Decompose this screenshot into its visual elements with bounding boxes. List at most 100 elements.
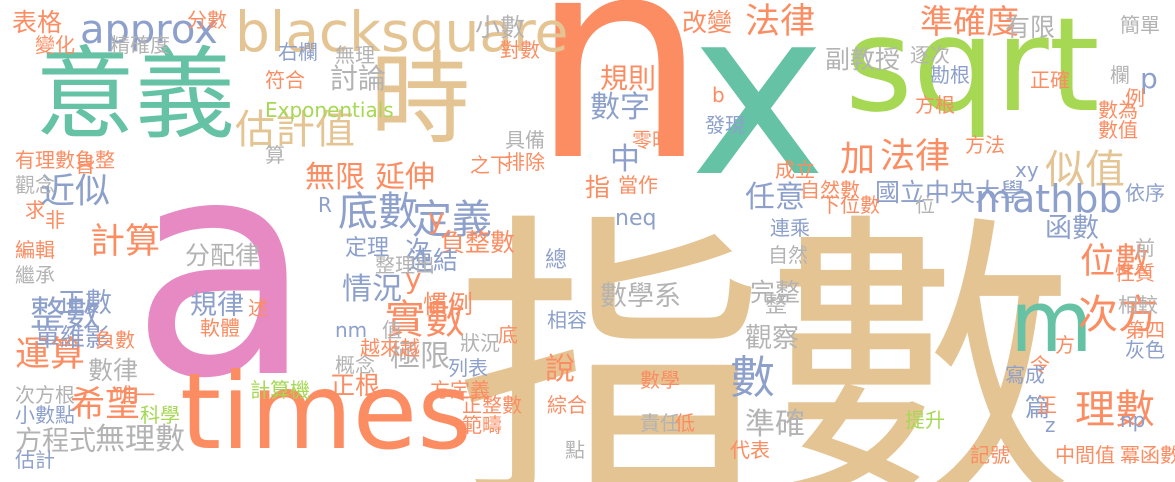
- word: 指: [585, 173, 611, 202]
- word: n: [530, 0, 708, 223]
- word: 加: [840, 140, 876, 180]
- word: 任意: [745, 180, 805, 215]
- word: 具備: [505, 128, 545, 152]
- word: 數字: [590, 90, 650, 125]
- word: 負整: [75, 148, 115, 172]
- word: mathbb: [975, 177, 1123, 221]
- word: 單維影: [35, 323, 111, 352]
- word: 無理: [335, 43, 375, 67]
- word: 欄: [1110, 63, 1130, 87]
- word: 觀念: [15, 173, 55, 197]
- word: 責任: [640, 411, 680, 435]
- word: 整數: [30, 295, 101, 335]
- word: y: [428, 202, 445, 235]
- word: 數學系: [600, 281, 681, 312]
- word: 中間值: [1055, 443, 1115, 467]
- word: 說: [545, 352, 575, 387]
- word: 底: [498, 323, 518, 347]
- word: 位: [915, 193, 935, 217]
- word: 發現: [705, 113, 745, 137]
- word: sqrt: [845, 0, 1100, 141]
- word: 灰色: [1125, 338, 1165, 362]
- word: 科學: [140, 403, 180, 427]
- word: x: [690, 0, 827, 228]
- word: 低: [675, 411, 695, 435]
- word: 法律: [880, 137, 951, 177]
- word: 函數: [1045, 213, 1099, 244]
- word: b: [712, 83, 725, 107]
- word: 近似: [40, 172, 111, 212]
- word: 值: [382, 318, 402, 342]
- word: 勘根: [930, 63, 970, 87]
- word: 觀察: [745, 323, 799, 354]
- word: 方: [1055, 333, 1075, 357]
- word: 對數: [500, 38, 540, 62]
- word: 次方: [1078, 292, 1158, 338]
- word: 綜合: [547, 393, 587, 417]
- word: 位數: [1080, 242, 1151, 282]
- word: 符合: [265, 68, 305, 92]
- word: 數學: [640, 368, 680, 392]
- word: np: [1120, 408, 1146, 432]
- word: 有限: [1005, 13, 1056, 42]
- word: 指數: [455, 189, 1075, 482]
- word: 連結: [408, 246, 459, 275]
- word: 求: [25, 198, 45, 222]
- word: 依序: [1125, 181, 1165, 205]
- word: 數為: [1098, 98, 1138, 122]
- word: 副教授: [825, 45, 901, 74]
- word: 法律: [745, 2, 816, 42]
- word: 計算機: [250, 378, 310, 402]
- word: 負數: [95, 328, 135, 352]
- word: 逐次: [910, 43, 950, 67]
- word: a: [130, 95, 314, 444]
- word: 計算: [90, 222, 161, 262]
- word: R: [318, 193, 332, 217]
- word: 完整: [750, 278, 801, 307]
- word: 情況: [342, 272, 402, 307]
- word: 定義: [412, 197, 492, 243]
- word: 討論: [330, 62, 387, 95]
- word: 準確度: [920, 2, 1019, 41]
- word: blacksquare: [235, 0, 569, 64]
- word: neq: [615, 206, 657, 231]
- word: 運算: [15, 335, 86, 375]
- word: 時: [370, 41, 470, 158]
- word: 次方根: [15, 383, 75, 407]
- word: 算: [265, 143, 285, 167]
- word: times: [180, 351, 472, 473]
- word: 簡單: [1120, 13, 1160, 37]
- word: 方程式: [15, 426, 96, 457]
- word: 總: [545, 248, 568, 273]
- word: 排除: [505, 150, 545, 174]
- word: 相容: [547, 308, 587, 332]
- word: xy: [1015, 158, 1039, 182]
- word: 例: [1125, 86, 1145, 110]
- word: 小數點: [15, 403, 75, 427]
- word: 方定義: [430, 378, 490, 402]
- word: nm: [335, 318, 368, 342]
- word: 有理數: [15, 148, 75, 172]
- word: 定理: [345, 236, 390, 261]
- word: approx: [80, 7, 218, 53]
- word: 負整數: [440, 228, 516, 257]
- word: 中: [610, 142, 640, 177]
- word: 連乘: [770, 216, 810, 240]
- word: 範疇: [462, 413, 502, 437]
- word: 列表: [448, 356, 488, 380]
- word: 規則: [600, 62, 657, 95]
- word: 自然: [768, 243, 808, 267]
- word: 代表: [730, 438, 770, 462]
- word: 整理出: [375, 253, 435, 277]
- word: 狀況: [460, 331, 500, 355]
- word: 方法: [965, 133, 1005, 157]
- word: p: [1140, 62, 1158, 95]
- word: 分數: [187, 8, 227, 32]
- word: 延伸: [375, 160, 435, 195]
- word: 寫成: [1005, 363, 1045, 387]
- word: 冪函數: [1120, 443, 1175, 467]
- word: 軟體: [200, 316, 240, 340]
- word: 令: [1030, 353, 1050, 377]
- word: 提升: [905, 408, 945, 432]
- word: 小數: [475, 13, 526, 42]
